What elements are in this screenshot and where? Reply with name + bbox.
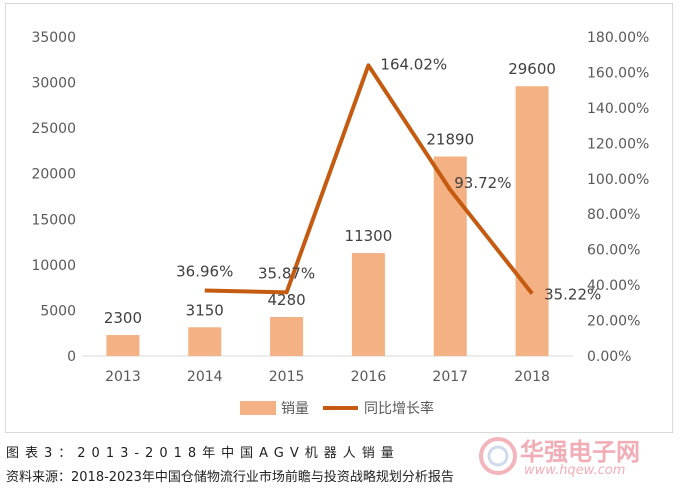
y-right-tick-label: 0.00%	[587, 349, 631, 365]
y-right-tick-label: 160.00%	[587, 65, 649, 81]
x-tick-label: 2013	[105, 369, 141, 385]
watermark-url: www.hqew.com	[524, 463, 626, 478]
y-right-tick-label: 180.00%	[587, 30, 649, 46]
line-data-label: 35.22%	[544, 286, 601, 304]
bar	[106, 335, 140, 356]
watermark-logo-icon	[479, 437, 517, 475]
legend-label-bar: 销量	[281, 401, 309, 417]
source-note: 资料来源：2018-2023年中国仓储物流行业市场前瞻与投资战略规划分析报告	[6, 470, 454, 485]
bar	[515, 86, 549, 357]
line-data-label: 93.72%	[454, 174, 511, 192]
bar	[270, 316, 304, 356]
y-right-tick-label: 100.00%	[587, 172, 649, 188]
x-tick-label: 2016	[351, 369, 387, 385]
y-right-tick-label: 40.00%	[587, 278, 640, 294]
bar	[351, 253, 385, 356]
chart-frame	[5, 3, 673, 433]
growth-rate-line	[204, 63, 534, 295]
y-left-tick-label: 20000	[31, 167, 76, 183]
bar-data-label: 4280	[267, 291, 305, 309]
y-right-tick-label: 140.00%	[587, 101, 649, 117]
bar-data-label: 21890	[426, 130, 474, 148]
line-data-label: 36.96%	[176, 262, 233, 280]
legend-swatch-bar	[240, 401, 276, 415]
x-tick-label: 2014	[187, 369, 223, 385]
y-left-tick-label: 30000	[31, 76, 76, 92]
y-right-tick-label: 120.00%	[587, 136, 649, 152]
watermark: 华强电子网 www.hqew.com	[478, 432, 674, 484]
bar-data-label: 11300	[345, 227, 393, 245]
line-data-label: 35.87%	[258, 264, 315, 282]
agv-sales-chart: 0 5000 10000 15000 20000 25000 30000 35000 0.00%…	[31, 30, 649, 417]
y-right-tick-label: 80.00%	[587, 207, 640, 223]
figure-caption: 图表3：2013-2018年中国AGV机器人销量	[6, 446, 400, 461]
y-left-tick-label: 10000	[31, 258, 76, 274]
bar	[188, 327, 222, 356]
line-data-label: 164.02%	[380, 55, 447, 73]
bar-data-label: 29600	[508, 60, 556, 78]
x-tick-label: 2018	[514, 369, 550, 385]
y-left-tick-label: 0	[67, 349, 76, 365]
y-right-tick-label: 20.00%	[587, 314, 640, 330]
y-right-tick-label: 60.00%	[587, 243, 640, 259]
x-tick-label: 2015	[269, 369, 305, 385]
y-left-tick-label: 15000	[31, 212, 76, 228]
bar-data-label: 2300	[104, 309, 142, 327]
y-left-tick-label: 25000	[31, 121, 76, 137]
watermark-text: 华强电子网	[520, 438, 640, 466]
y-left-tick-label: 5000	[40, 303, 76, 319]
legend-label-line: 同比增长率	[364, 400, 434, 417]
y-left-tick-label: 35000	[31, 30, 76, 46]
bar-data-label: 3150	[186, 301, 224, 319]
x-tick-label: 2017	[432, 369, 468, 385]
